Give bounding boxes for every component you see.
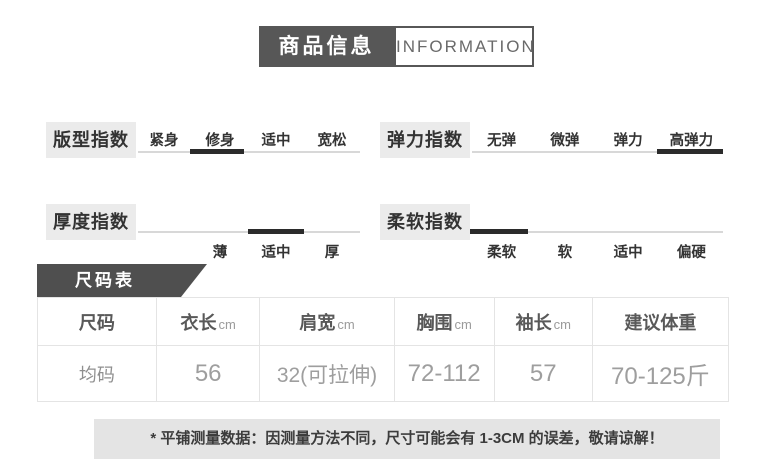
- fit-index-label: 版型指数: [46, 122, 136, 158]
- thickness-option-selected: 适中: [261, 245, 291, 261]
- thickness-index-track: 薄 适中 厚: [136, 204, 360, 262]
- fit-options: 紧身 修身 适中 宽松: [136, 129, 360, 150]
- column-header-size: 尺码: [37, 297, 157, 346]
- cell-length: 56: [155, 345, 261, 402]
- fit-option-selected: 修身: [205, 133, 235, 149]
- elasticity-option: 无弹: [487, 133, 517, 149]
- thickness-options: 薄 适中 厚: [136, 241, 360, 262]
- size-table: 尺码 衣长 cm 肩宽 cm 胸围 cm 袖长 cm 建议体重 均码 56 32(可拉伸…: [37, 297, 730, 402]
- size-table-header-row: 尺码 衣长 cm 肩宽 cm 胸围 cm 袖长 cm 建议体重: [37, 297, 730, 346]
- fit-index-track: 紧身 修身 适中 宽松: [136, 122, 360, 180]
- elasticity-option: 弹力: [613, 133, 643, 149]
- softness-option-selected: 柔软: [487, 245, 517, 261]
- size-table-tag: 尺码表: [37, 264, 207, 297]
- softness-option: 偏硬: [676, 245, 706, 261]
- section-header: 商品信息 INFORMATION: [259, 26, 534, 67]
- softness-options: 柔软 软 适中 偏硬: [470, 241, 723, 262]
- cell-weight: 70-125斤: [591, 345, 730, 402]
- thickness-option-spacer: [136, 241, 192, 262]
- softness-index-label: 柔软指数: [380, 204, 470, 240]
- softness-option: 软: [557, 245, 573, 261]
- thickness-index-label: 厚度指数: [46, 204, 136, 240]
- size-table-data-row: 均码 56 32(可拉伸) 72-112 57 70-125斤: [37, 345, 730, 402]
- elasticity-option: 微弹: [550, 133, 580, 149]
- fit-index-group: 版型指数 紧身 修身 适中 宽松: [46, 122, 360, 180]
- cell-sleeve: 57: [493, 345, 593, 402]
- column-header-bust: 胸围 cm: [393, 297, 495, 346]
- information-title: INFORMATION: [394, 26, 534, 67]
- elasticity-index-group: 弹力指数 无弹 微弹 弹力 高弹力: [380, 122, 723, 180]
- cell-bust: 72-112: [393, 345, 495, 402]
- cell-size: 均码: [37, 345, 157, 402]
- thickness-selected-segment: [248, 229, 304, 234]
- elasticity-options: 无弹 微弹 弹力 高弹力: [470, 129, 723, 150]
- thickness-index-group: 厚度指数 薄 适中 厚: [46, 204, 360, 262]
- product-info-title: 商品信息: [259, 26, 394, 67]
- elasticity-option-selected: 高弹力: [669, 133, 714, 149]
- elasticity-selected-segment: [657, 149, 723, 154]
- softness-selected-segment: [470, 229, 529, 234]
- fit-option: 适中: [261, 133, 291, 149]
- fit-selected-segment: [189, 149, 244, 154]
- elasticity-track-line: [472, 151, 723, 153]
- size-table-tag-label: 尺码表: [75, 271, 135, 290]
- column-header-length: 衣长 cm: [155, 297, 261, 346]
- fit-option: 宽松: [317, 133, 347, 149]
- column-header-weight: 建议体重: [591, 297, 730, 346]
- thickness-option: 厚: [324, 245, 340, 261]
- thickness-option: 薄: [212, 245, 228, 261]
- softness-index-group: 柔软指数 柔软 软 适中 偏硬: [380, 204, 723, 262]
- softness-option: 适中: [613, 245, 643, 261]
- fit-track-line: [138, 151, 360, 153]
- measurement-note: * 平铺测量数据：因测量方法不同，尺寸可能会有 1-3CM 的误差，敬请谅解！: [94, 419, 720, 459]
- column-header-shoulder: 肩宽 cm: [259, 297, 395, 346]
- elasticity-index-label: 弹力指数: [380, 122, 470, 158]
- column-header-sleeve: 袖长 cm: [493, 297, 593, 346]
- fit-option: 紧身: [149, 133, 179, 149]
- cell-shoulder: 32(可拉伸): [259, 345, 395, 402]
- softness-index-track: 柔软 软 适中 偏硬: [470, 204, 723, 262]
- elasticity-index-track: 无弹 微弹 弹力 高弹力: [470, 122, 723, 180]
- softness-track-line: [472, 231, 723, 233]
